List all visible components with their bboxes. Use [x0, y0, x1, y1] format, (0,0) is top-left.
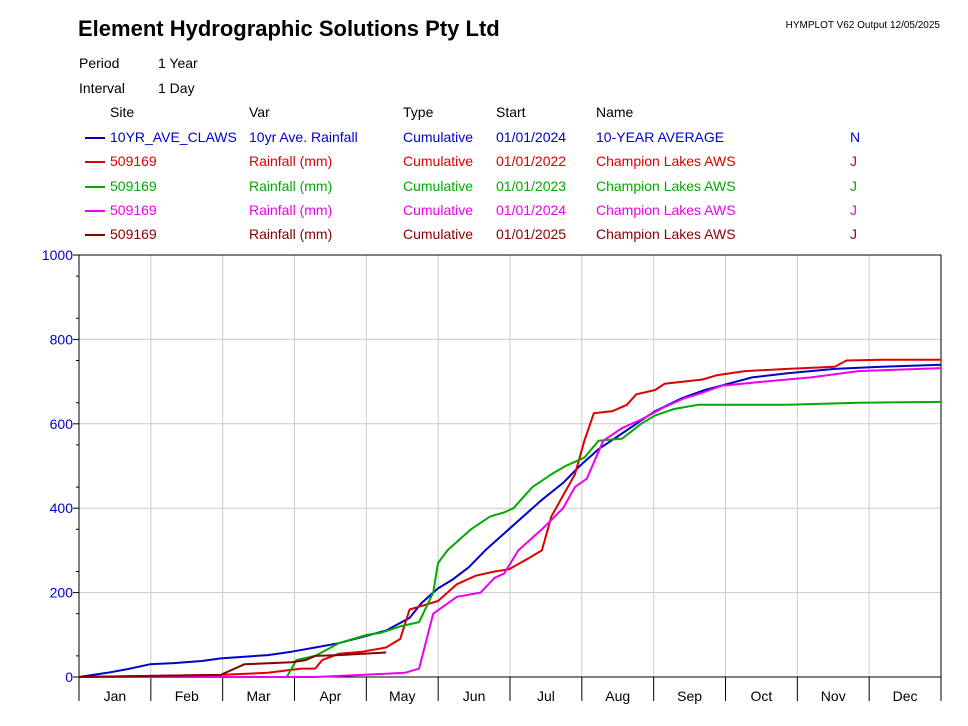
y-tick-label: 200 — [50, 585, 74, 601]
x-tick-label: Mar — [247, 688, 271, 704]
period-value: 1 Year — [158, 55, 198, 71]
legend-swatch — [85, 137, 105, 139]
legend-flag: J — [850, 177, 857, 194]
legend-site: 509169 — [110, 153, 157, 170]
period-label: Period — [79, 55, 120, 71]
legend-swatch — [85, 209, 105, 212]
series-line-3 — [79, 367, 942, 678]
legend-start: 01/01/2024 — [496, 129, 567, 145]
legend-flag: J — [850, 153, 857, 170]
legend-flag: J — [850, 226, 857, 243]
legend-name: Champion Lakes AWS — [596, 201, 736, 218]
report-title: Element Hydrographic Solutions Pty Ltd — [78, 16, 500, 41]
legend-row: 509169 Rainfall (mm) Cumulative 01/01/2023 C… — [0, 178, 968, 198]
legend-type: Cumulative — [403, 177, 474, 194]
legend-site: 509169 — [110, 201, 157, 218]
legend-start: 01/01/2022 — [496, 153, 567, 170]
legend-start: 01/01/2024 — [496, 201, 567, 218]
legend-row: 509169 Rainfall (mm) Cumulative 01/01/2024 C… — [0, 202, 968, 222]
series-line-4 — [78, 651, 387, 678]
legend-type: Cumulative — [403, 153, 474, 170]
x-tick-label: Feb — [175, 688, 199, 704]
series-line-0 — [78, 363, 942, 678]
legend-site: 509169 — [110, 226, 157, 243]
legend-type: Cumulative — [403, 201, 474, 218]
legend-var: Rainfall (mm) — [249, 153, 333, 170]
x-tick-label: May — [389, 688, 415, 704]
output-stamp: HYMPLOT V62 Output 12/05/2025 — [785, 20, 940, 31]
legend-var: Rainfall (mm) — [249, 226, 333, 243]
legend-name: 10-YEAR AVERAGE — [596, 129, 725, 145]
x-tick-label: Oct — [751, 688, 773, 704]
legend-site: 10YR_AVE_CLAWS — [110, 129, 237, 145]
interval-row: Interval 1 Day — [79, 80, 195, 96]
legend-swatch — [85, 234, 105, 237]
x-tick-label: Aug — [605, 688, 630, 704]
period-row: Period 1 Year — [79, 55, 198, 71]
legend-row: 509169 Rainfall (mm) Cumulative 01/01/2025 C… — [0, 226, 968, 246]
legend-swatch — [85, 185, 105, 188]
legend-start: 01/01/2025 — [496, 226, 567, 243]
legend-type: Cumulative — [403, 226, 474, 243]
series-line-1 — [78, 358, 941, 678]
legend-row: 509169 Rainfall (mm) Cumulative 01/01/2022 C… — [0, 153, 968, 173]
legend-name: Champion Lakes AWS — [596, 226, 736, 243]
legend-var: Rainfall (mm) — [249, 177, 333, 194]
series-line-2 — [79, 400, 942, 678]
legend-flag: J — [850, 201, 857, 218]
y-tick-label: 0 — [65, 669, 73, 685]
legend-name: Champion Lakes AWS — [596, 177, 736, 194]
legend-row: 10YR_AVE_CLAWS 10yr Ave. Rainfall Cumulati… — [0, 129, 968, 149]
y-tick-label: 400 — [50, 500, 74, 516]
legend-name: Champion Lakes AWS — [596, 153, 736, 170]
y-tick-label: 800 — [50, 331, 74, 347]
x-tick-label: Jul — [537, 688, 555, 704]
interval-value: 1 Day — [158, 80, 195, 96]
legend-type: Cumulative — [403, 129, 474, 145]
col-name-header: Name — [596, 104, 634, 120]
x-tick-label: Jan — [104, 688, 127, 704]
x-tick-label: Dec — [893, 688, 918, 704]
plot-frame — [78, 254, 942, 678]
col-var-header: Var — [249, 104, 270, 120]
legend-swatch — [85, 161, 105, 164]
legend-var: Rainfall (mm) — [249, 201, 333, 218]
x-tick-label: Jun — [463, 688, 486, 704]
x-tick-label: Sep — [677, 688, 702, 704]
legend-flag: N — [850, 129, 861, 145]
col-start-header: Start — [496, 104, 526, 120]
interval-label: Interval — [79, 80, 125, 96]
x-tick-label: Apr — [320, 688, 342, 704]
legend-site: 509169 — [110, 177, 157, 194]
y-tick-label: 600 — [50, 416, 74, 432]
y-tick-label: 1000 — [42, 247, 73, 263]
col-type-header: Type — [403, 104, 434, 120]
legend-var: 10yr Ave. Rainfall — [249, 129, 358, 145]
x-tick-label: Nov — [821, 688, 846, 704]
legend-start: 01/01/2023 — [496, 177, 567, 194]
col-site-header: Site — [110, 104, 135, 120]
